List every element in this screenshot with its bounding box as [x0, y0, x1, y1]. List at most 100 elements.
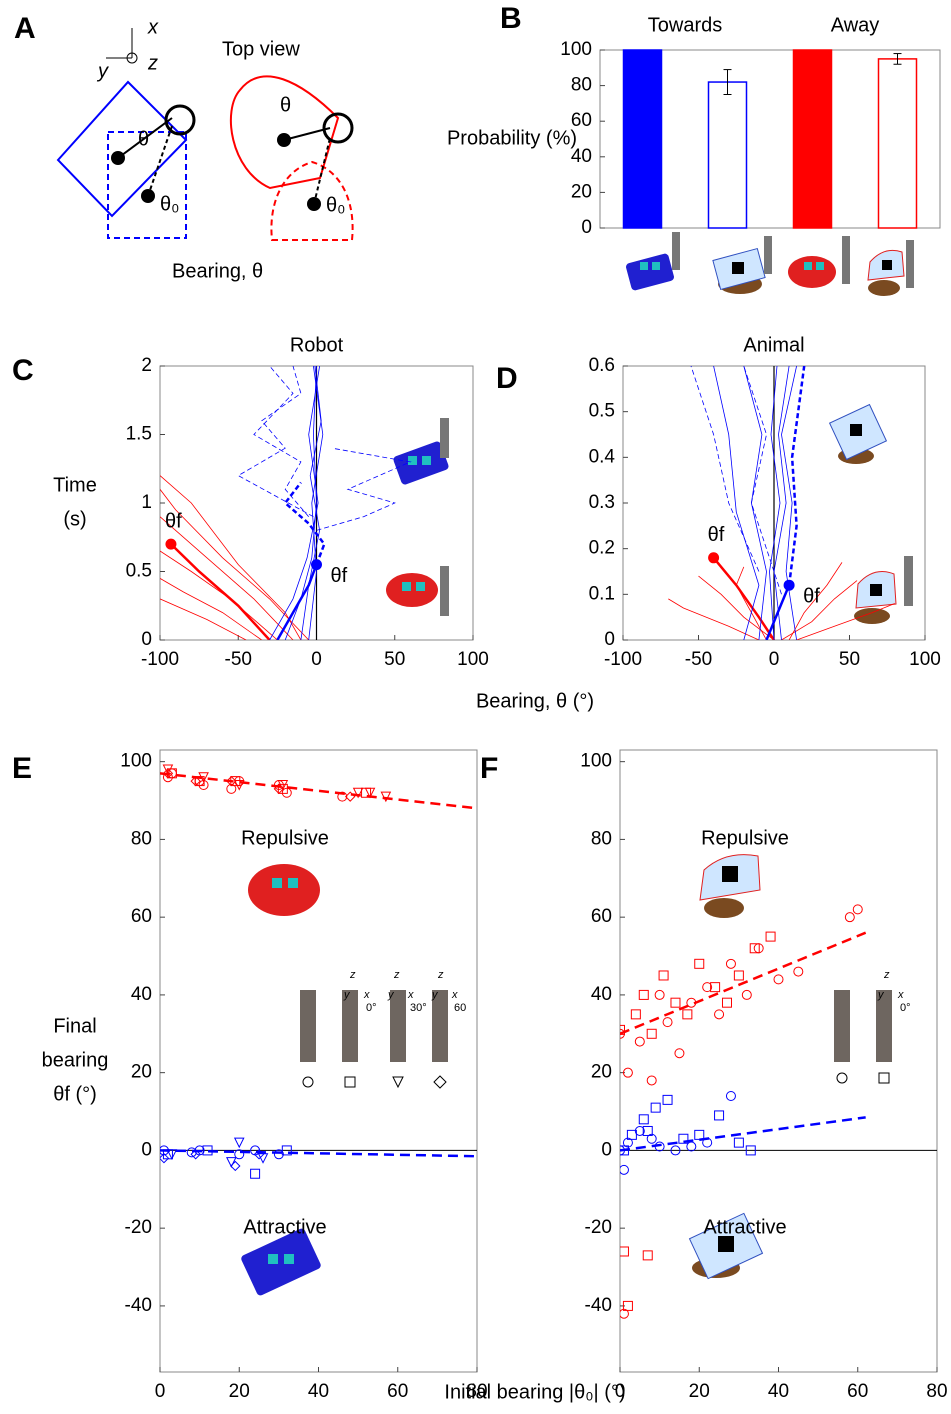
point	[694, 958, 705, 969]
point	[765, 931, 776, 942]
panel-label: E	[12, 752, 32, 785]
annotation: Attractive	[243, 1216, 326, 1238]
animal-initial	[270, 160, 354, 241]
point	[273, 1149, 284, 1160]
point	[277, 783, 288, 794]
point	[160, 1152, 170, 1164]
y-axis-label: (s)	[63, 508, 86, 530]
trajectory	[773, 366, 790, 640]
point	[702, 982, 713, 993]
robot-icon	[788, 236, 850, 288]
robot-icon	[248, 864, 320, 916]
panel-label: A	[14, 12, 36, 45]
inset-axis: y	[431, 989, 439, 1001]
point	[250, 1168, 261, 1179]
trajectory	[160, 516, 294, 640]
trajectory	[308, 366, 324, 640]
trajectory	[160, 578, 262, 640]
point	[642, 1125, 653, 1136]
point	[622, 1067, 633, 1078]
vector	[283, 127, 331, 141]
inset-label: 60	[454, 1002, 466, 1014]
x-axis-label: Bearing, θ (°)	[476, 690, 594, 712]
y-tick-label: 100	[560, 39, 592, 60]
y-axis-label: Time	[53, 474, 97, 496]
x-tick-label: -100	[604, 649, 642, 670]
point	[620, 1246, 629, 1257]
y-tick-label: 0.3	[589, 492, 615, 513]
point	[725, 1090, 736, 1101]
x-tick-label: 60	[387, 1381, 408, 1402]
y-tick-label: 0	[141, 1139, 152, 1160]
point	[658, 970, 669, 981]
trajectory	[781, 366, 797, 640]
point	[733, 970, 744, 981]
point	[230, 1160, 241, 1172]
inset-axis: z	[349, 969, 356, 981]
x-tick-label: 50	[839, 649, 860, 670]
inset-axis: x	[363, 989, 370, 1001]
point	[233, 779, 245, 791]
animal-icon	[828, 403, 888, 464]
y-tick-label: 0	[141, 629, 152, 650]
panel-label: D	[496, 362, 518, 395]
icons	[241, 232, 914, 1296]
y-tick-label: 0.4	[589, 446, 616, 467]
y-tick-label: 100	[580, 751, 612, 772]
theta: θ	[138, 128, 149, 150]
top-view: Top view	[222, 38, 300, 60]
point	[634, 1036, 645, 1047]
x-tick-label: 20	[689, 1381, 710, 1402]
trajectory	[698, 575, 775, 640]
trajectory	[712, 557, 776, 640]
annotation: Repulsive	[241, 828, 329, 850]
trajectory	[668, 598, 760, 640]
x-tick-label: 40	[768, 1381, 789, 1402]
animal-icon	[712, 236, 772, 294]
point	[190, 775, 201, 787]
y-tick-label: 0.2	[589, 538, 615, 559]
x-tick-label: 0	[615, 1381, 626, 1402]
robot-icon	[386, 566, 449, 616]
point	[745, 1145, 756, 1156]
y-axis-label: Final	[53, 1015, 96, 1037]
point	[654, 989, 665, 1000]
robot-initial	[107, 131, 187, 239]
x-tick-label: 100	[457, 649, 489, 670]
point	[281, 787, 292, 798]
trajectory	[170, 543, 271, 640]
x-tick-label: 0	[311, 649, 322, 670]
point	[670, 997, 681, 1008]
y-tick-label: 0.5	[589, 401, 615, 422]
x-tick-label: 50	[384, 649, 405, 670]
robot-icon	[241, 1228, 321, 1296]
y-tick-label: 60	[591, 906, 612, 927]
point	[721, 997, 732, 1008]
point	[638, 989, 649, 1000]
x-tick-label: 0	[769, 649, 780, 670]
chart-title: Robot	[290, 334, 344, 356]
x-tick-label: 100	[909, 649, 941, 670]
point	[352, 787, 364, 799]
animal-icon	[867, 240, 914, 296]
robot-icon	[626, 232, 680, 291]
point	[662, 1017, 673, 1028]
x-tick-label: 0	[155, 1381, 166, 1402]
point	[186, 1147, 197, 1158]
y-tick-label: 100	[120, 751, 152, 772]
caption: Bearing, θ	[172, 260, 263, 282]
y-tick-label: -20	[125, 1217, 152, 1238]
end-marker	[165, 538, 177, 550]
point	[226, 1157, 237, 1168]
point	[277, 779, 289, 791]
trajectory	[690, 366, 760, 572]
y-tick-label: -40	[585, 1295, 612, 1316]
y-tick-label: 0	[601, 1139, 612, 1160]
x-tick-label: -100	[141, 649, 179, 670]
vector	[313, 137, 331, 205]
trajectory	[253, 366, 310, 517]
y-tick-label: 0	[581, 217, 592, 238]
animal-outline	[229, 75, 340, 190]
x-tick-label: -50	[225, 649, 252, 670]
